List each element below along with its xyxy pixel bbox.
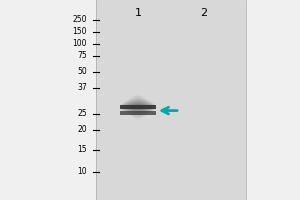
Text: 150: 150 [73,27,87,36]
Text: 15: 15 [77,146,87,154]
Text: 50: 50 [77,68,87,76]
FancyBboxPatch shape [96,0,246,200]
Text: 37: 37 [77,83,87,92]
Text: 250: 250 [73,16,87,24]
Text: 10: 10 [77,168,87,176]
Text: 25: 25 [77,109,87,118]
Text: 1: 1 [134,8,142,18]
FancyBboxPatch shape [120,111,156,115]
Text: 75: 75 [77,51,87,60]
Text: 100: 100 [73,40,87,48]
Text: 20: 20 [77,126,87,134]
FancyBboxPatch shape [120,105,156,109]
Text: 2: 2 [200,8,208,18]
